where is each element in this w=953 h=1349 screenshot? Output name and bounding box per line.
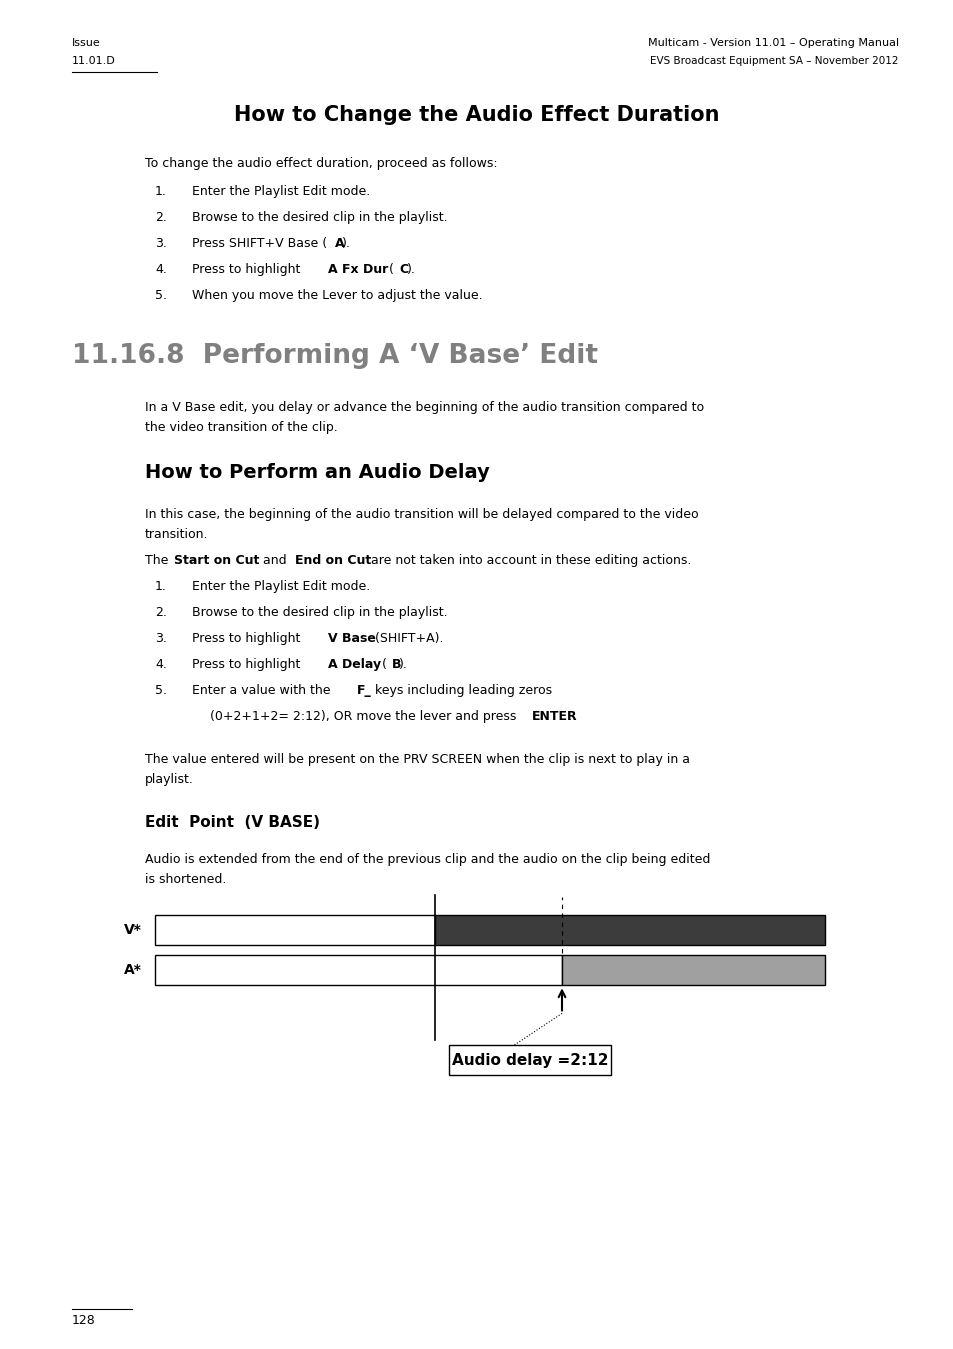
Text: 2.: 2.	[154, 606, 167, 619]
Text: Audio is extended from the end of the previous clip and the audio on the clip be: Audio is extended from the end of the pr…	[145, 854, 710, 866]
Text: ).: ).	[342, 237, 351, 250]
Text: 5.: 5.	[154, 289, 167, 302]
Text: and: and	[259, 554, 291, 567]
Text: Enter a value with the: Enter a value with the	[192, 684, 335, 697]
Text: End on Cut: End on Cut	[294, 554, 371, 567]
Text: Enter the Playlist Edit mode.: Enter the Playlist Edit mode.	[192, 580, 370, 594]
Text: Press SHIFT+V Base (: Press SHIFT+V Base (	[192, 237, 327, 250]
Text: Issue: Issue	[71, 38, 101, 49]
Text: V*: V*	[124, 924, 142, 938]
Text: The: The	[145, 554, 172, 567]
Text: keys including leading zeros: keys including leading zeros	[371, 684, 551, 697]
Text: 1.: 1.	[154, 580, 167, 594]
Text: (: (	[377, 658, 386, 670]
Text: Multicam - Version 11.01 – Operating Manual: Multicam - Version 11.01 – Operating Man…	[647, 38, 898, 49]
Text: Enter the Playlist Edit mode.: Enter the Playlist Edit mode.	[192, 185, 370, 198]
Text: To change the audio effect duration, proceed as follows:: To change the audio effect duration, pro…	[145, 156, 497, 170]
Text: ).: ).	[406, 263, 415, 277]
Text: EVS Broadcast Equipment SA – November 2012: EVS Broadcast Equipment SA – November 20…	[650, 57, 898, 66]
Text: In this case, the beginning of the audio transition will be delayed compared to : In this case, the beginning of the audio…	[145, 509, 698, 521]
Text: the video transition of the clip.: the video transition of the clip.	[145, 421, 337, 434]
Text: Browse to the desired clip in the playlist.: Browse to the desired clip in the playli…	[192, 606, 447, 619]
Text: 1.: 1.	[154, 185, 167, 198]
Text: A*: A*	[124, 963, 142, 978]
Text: transition.: transition.	[145, 527, 209, 541]
Text: Start on Cut: Start on Cut	[173, 554, 258, 567]
Text: A Delay: A Delay	[328, 658, 380, 670]
Text: Browse to the desired clip in the playlist.: Browse to the desired clip in the playli…	[192, 210, 447, 224]
Bar	[154, 955, 561, 985]
Text: Audio delay =2:12: Audio delay =2:12	[452, 1054, 608, 1068]
Text: When you move the Lever to adjust the value.: When you move the Lever to adjust the va…	[192, 289, 482, 302]
Text: F_: F_	[356, 684, 371, 697]
Text: 5.: 5.	[154, 684, 167, 697]
Text: playlist.: playlist.	[145, 773, 193, 786]
Text: How to Change the Audio Effect Duration: How to Change the Audio Effect Duration	[234, 105, 719, 125]
Text: B: B	[392, 658, 401, 670]
Text: C: C	[399, 263, 408, 277]
Text: 11.16.8  Performing A ‘V Base’ Edit: 11.16.8 Performing A ‘V Base’ Edit	[71, 343, 598, 370]
Text: How to Perform an Audio Delay: How to Perform an Audio Delay	[145, 463, 489, 482]
Bar	[449, 1045, 610, 1075]
Text: are not taken into account in these editing actions.: are not taken into account in these edit…	[366, 554, 690, 567]
Text: 11.01.D: 11.01.D	[71, 57, 115, 66]
Text: is shortened.: is shortened.	[145, 873, 226, 886]
Bar	[561, 955, 824, 985]
Text: Press to highlight: Press to highlight	[192, 631, 304, 645]
Bar	[154, 916, 435, 946]
Text: 4.: 4.	[154, 658, 167, 670]
Text: (: (	[385, 263, 394, 277]
Text: ).: ).	[399, 658, 408, 670]
Text: V Base: V Base	[328, 631, 375, 645]
Text: 2.: 2.	[154, 210, 167, 224]
Text: 3.: 3.	[154, 237, 167, 250]
Text: (0+2+1+2= 2:12), OR move the lever and press: (0+2+1+2= 2:12), OR move the lever and p…	[210, 710, 519, 723]
Text: Press to highlight: Press to highlight	[192, 263, 304, 277]
Bar	[435, 916, 824, 946]
Text: Edit  Point  (V BASE): Edit Point (V BASE)	[145, 815, 319, 831]
Text: 128: 128	[71, 1314, 95, 1327]
Text: In a V Base edit, you delay or advance the beginning of the audio transition com: In a V Base edit, you delay or advance t…	[145, 401, 703, 414]
Text: (SHIFT+A).: (SHIFT+A).	[371, 631, 443, 645]
Text: .: .	[567, 710, 571, 723]
Text: The value entered will be present on the PRV SCREEN when the clip is next to pla: The value entered will be present on the…	[145, 753, 689, 766]
Text: ENTER: ENTER	[531, 710, 577, 723]
Text: Press to highlight: Press to highlight	[192, 658, 304, 670]
Text: A Fx Dur: A Fx Dur	[328, 263, 388, 277]
Text: 3.: 3.	[154, 631, 167, 645]
Text: 4.: 4.	[154, 263, 167, 277]
Text: A: A	[335, 237, 344, 250]
